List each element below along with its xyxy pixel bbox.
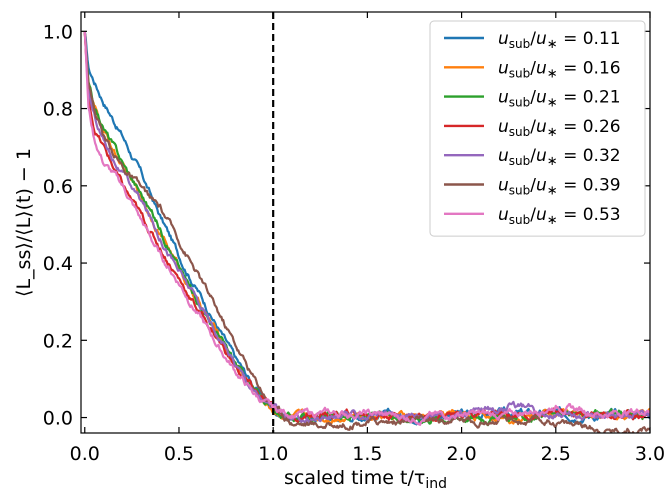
legend-item: usub/u∗ = 0.16 (444, 58, 621, 81)
x-axis-label: scaled time t/τind (284, 467, 447, 491)
series-line-0.26 (83, 31, 650, 423)
y-tick-label: 0.4 (43, 253, 73, 275)
legend-item: usub/u∗ = 0.26 (444, 117, 621, 140)
legend-label: usub/u∗ = 0.39 (498, 176, 621, 199)
y-tick-label: 0.6 (43, 176, 73, 198)
x-tick-label: 3.0 (635, 443, 665, 465)
x-tick-label: 0.5 (164, 443, 194, 465)
y-tick-label: 0.2 (43, 330, 73, 352)
series-line-0.53 (83, 31, 650, 426)
axes: 0.0 0.5 1.0 1.5 2.0 2.5 3.00.00.20.40.60.81.0s… (13, 11, 665, 491)
series-layer (83, 12, 650, 433)
legend: usub/u∗ = 0.11 usub/u∗ = 0.16 usub/u∗ = 0.… (429, 20, 646, 237)
x-tick-label: 1.5 (352, 443, 382, 465)
x-tick-label: 2.5 (541, 443, 571, 465)
y-axis-label: ⟨L_ss⟩/⟨L⟩(t) − 1 (13, 148, 35, 297)
legend-label: usub/u∗ = 0.26 (498, 117, 621, 140)
series-line-0.39 (83, 31, 650, 433)
series-line-0.32 (83, 31, 650, 424)
y-tick-label: 0.0 (43, 408, 73, 430)
x-tick-label: 0.0 (70, 443, 100, 465)
legend-label: usub/u∗ = 0.53 (498, 205, 621, 228)
y-tick-label: 0.8 (43, 99, 73, 121)
legend-item: usub/u∗ = 0.32 (444, 146, 621, 169)
legend-item: usub/u∗ = 0.21 (444, 88, 621, 111)
legend-label: usub/u∗ = 0.16 (498, 58, 621, 81)
legend-item: usub/u∗ = 0.11 (444, 29, 621, 52)
legend-label: usub/u∗ = 0.32 (498, 146, 621, 169)
plot-frame (80, 11, 651, 434)
legend-label: usub/u∗ = 0.21 (498, 88, 621, 111)
legend-item: usub/u∗ = 0.39 (444, 176, 621, 199)
x-tick-label: 2.0 (446, 443, 476, 465)
legend-box (429, 20, 646, 237)
x-tick-label: 1.0 (258, 443, 288, 465)
y-tick-label: 1.0 (43, 21, 73, 43)
legend-label: usub/u∗ = 0.11 (498, 29, 621, 52)
legend-item: usub/u∗ = 0.53 (444, 205, 621, 228)
